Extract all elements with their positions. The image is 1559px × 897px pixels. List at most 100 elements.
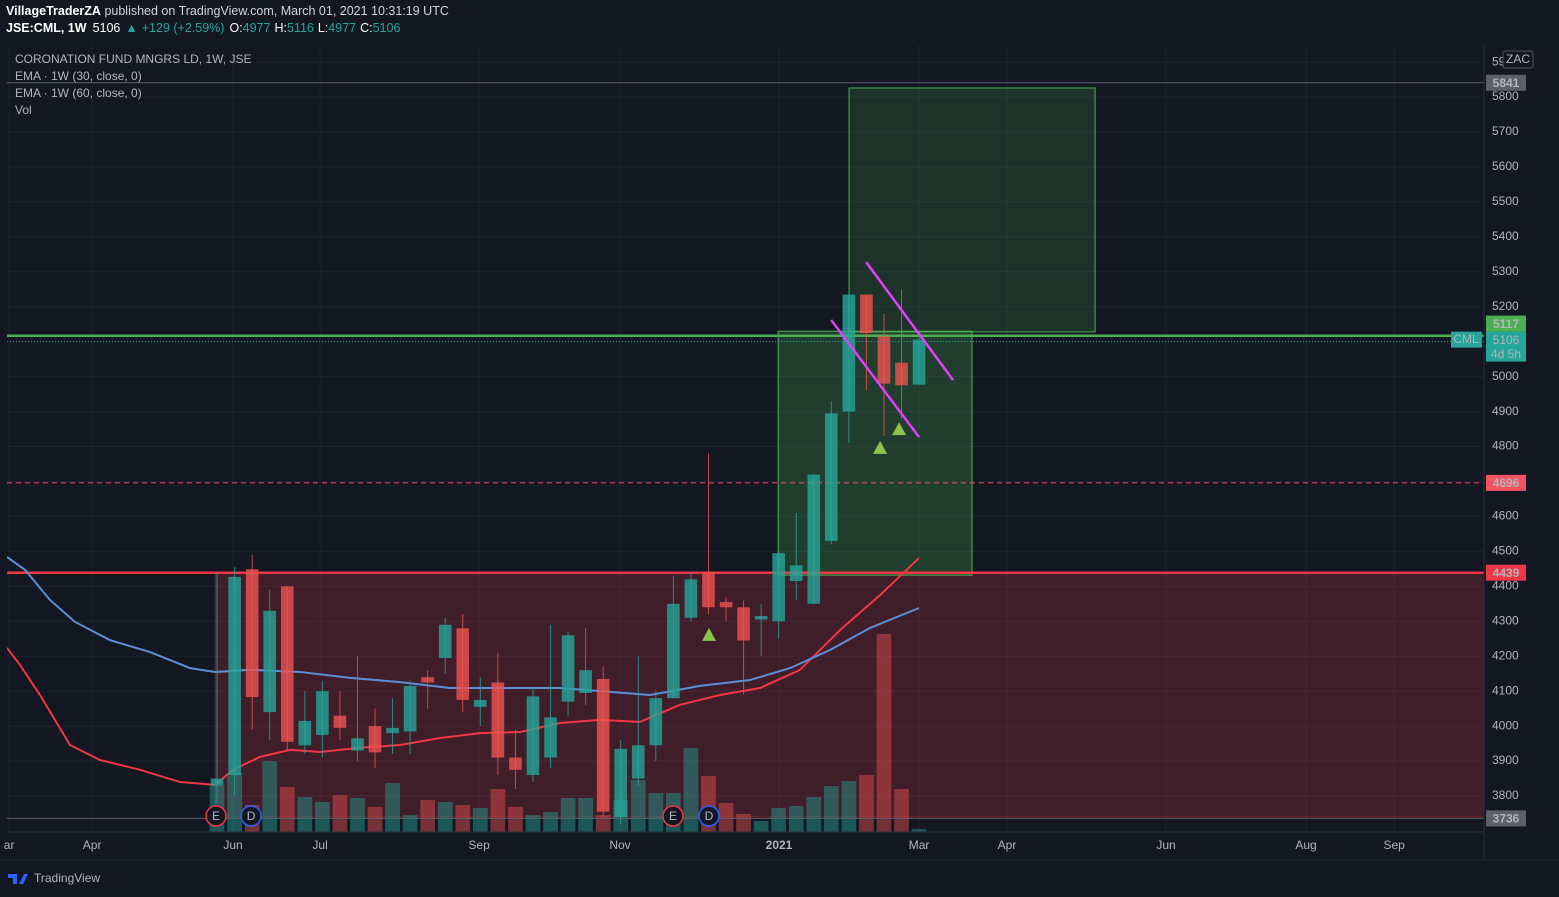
event-label: E [212, 809, 220, 823]
candle-body [702, 572, 715, 608]
volume-bar [578, 798, 593, 832]
candle-body [807, 474, 821, 604]
candle-body [474, 699, 487, 707]
x-tick-label: Jul [312, 838, 327, 852]
y-tick-label: 4500 [1492, 544, 1519, 558]
symbol-tag-label: CML [1453, 332, 1479, 346]
candle-body [544, 717, 557, 758]
arrow: ▲ [125, 21, 137, 35]
y-tick-label: 3800 [1492, 788, 1519, 802]
volume-bar [841, 781, 857, 832]
candle-body [737, 607, 750, 641]
volume-bar [508, 807, 523, 832]
logo [8, 874, 28, 884]
y-tick-label: 5500 [1492, 194, 1519, 208]
last: 5106 [93, 21, 121, 35]
ohlc-value: 4977 [328, 21, 356, 35]
volume-bar [472, 808, 488, 832]
candle-body [596, 678, 610, 812]
x-tick-label: Apr [998, 838, 1017, 852]
level-price-box [1486, 564, 1526, 581]
trendline [865, 261, 955, 381]
volume-bar [911, 829, 927, 832]
volume-bar [788, 806, 804, 832]
signal-marker [892, 422, 907, 436]
y-tick-label: 4800 [1492, 439, 1519, 453]
author: VillageTraderZA [6, 4, 101, 18]
candle-body [561, 635, 575, 702]
volume-bar [648, 793, 664, 832]
candle-body [754, 616, 768, 620]
candle-body [912, 339, 926, 385]
current-price-box [1486, 331, 1526, 362]
y-tick-label: 4000 [1492, 718, 1519, 732]
candle-body [421, 677, 434, 683]
current-price-label: 5106 [1493, 333, 1520, 347]
volume-bar [420, 800, 436, 832]
level-price-box [1486, 474, 1526, 491]
candle-body [280, 586, 294, 742]
candle-body [438, 624, 452, 658]
volume-bar [859, 775, 874, 832]
volume-bar [262, 761, 278, 832]
candle-body [228, 576, 241, 776]
logo-icon [8, 874, 28, 884]
candle-body [877, 336, 891, 384]
event-marker [205, 805, 227, 827]
candle-body [860, 294, 873, 333]
signal-marker [873, 440, 888, 454]
candle-body [298, 720, 312, 746]
volume-bar [595, 815, 611, 832]
volume-bar [490, 789, 506, 832]
volume-bar [806, 797, 822, 832]
candle-body [649, 698, 663, 746]
candle-body [614, 748, 628, 817]
y-tick-label: 4600 [1492, 509, 1519, 523]
y-tick-label: 4900 [1492, 404, 1519, 418]
x-tick-label: Nov [609, 838, 630, 852]
y-tick-label: 5400 [1492, 229, 1519, 243]
level-price-box [1486, 810, 1526, 827]
y-tick-label: 4400 [1492, 578, 1519, 592]
symbol: JSE:CML, 1W [6, 21, 87, 35]
volume-bar [350, 798, 365, 832]
published: published on TradingView.com, March 01, … [104, 4, 448, 18]
volume-bar [315, 802, 330, 832]
y-tick-label: 5800 [1492, 89, 1519, 103]
legend-entry: EMA · 1W (30, close, 0) [15, 69, 142, 83]
x-tick-label: Aug [1295, 838, 1316, 852]
quote-line: JSE:CML, 1W 5106 ▲ +129 (+2.59%) O:4977 H:511… [6, 21, 400, 35]
x-tick-label: Sep [1383, 838, 1405, 852]
y-tick-label: 5000 [1492, 369, 1519, 383]
candle-body [719, 602, 733, 608]
volume-bar [736, 814, 751, 832]
candle-body [245, 569, 259, 698]
x-tick-label: 2021 [766, 838, 793, 852]
x-tick-label: Apr [83, 838, 102, 852]
volume-bar [385, 783, 400, 832]
chart-title: CORONATION FUND MNGRS LD, 1W, JSE [15, 52, 251, 66]
candle-body [386, 727, 399, 734]
level-price-label: 3736 [1493, 812, 1520, 826]
level-price-label: 4696 [1493, 476, 1520, 490]
currency: ZAC [1506, 52, 1530, 66]
candle-body [526, 696, 540, 776]
candle-body [403, 685, 417, 732]
level-price-box [1486, 74, 1526, 91]
ohlc-label: C: [360, 21, 373, 35]
candle-body [351, 738, 364, 751]
change: +129 (+2.59%) [142, 21, 225, 35]
candle-body [210, 778, 224, 786]
candle-body [772, 553, 785, 622]
trendline [830, 319, 921, 438]
x-tick-label: ar [4, 838, 15, 852]
ohlc-value: 5116 [287, 21, 314, 35]
y-tick-label: 5600 [1492, 159, 1519, 173]
currency-box [1502, 50, 1534, 69]
candle-body [456, 628, 470, 700]
event-marker [240, 805, 262, 827]
x-tick-label: Jun [1156, 838, 1175, 852]
candle-body [842, 294, 856, 412]
x-tick-label: Mar [909, 838, 930, 852]
candle-body [789, 565, 803, 582]
